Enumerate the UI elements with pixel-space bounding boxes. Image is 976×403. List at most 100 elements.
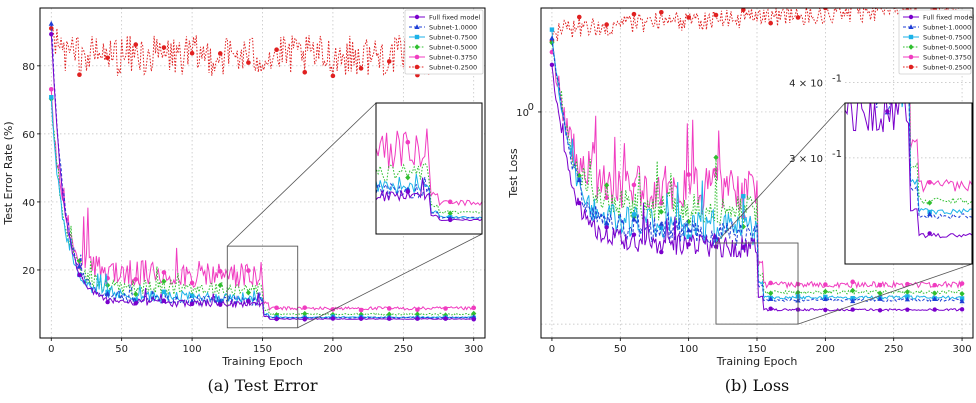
inset-frame: [375, 102, 483, 235]
data-point: [49, 94, 54, 100]
data-point: [217, 298, 223, 303]
legend-entry: Subnet-0.3750: [429, 53, 477, 61]
data-point: [330, 316, 336, 321]
series-line: [50, 34, 474, 320]
legend-marker: [908, 24, 914, 29]
data-point: [959, 298, 965, 304]
data-point: [161, 270, 167, 275]
x-tick-label: 50: [614, 344, 627, 355]
legend-marker: [908, 54, 914, 60]
legend-marker: [908, 64, 914, 70]
data-point: [659, 249, 664, 255]
inset-series-line: [845, 103, 972, 239]
data-point: [850, 307, 855, 312]
data-point: [330, 73, 336, 79]
data-point: [686, 242, 691, 247]
legend: Full fixed model Subnet-1.0000 Subnet-0.75…: [404, 9, 484, 75]
data-point: [549, 62, 555, 68]
legend-marker: [414, 44, 420, 50]
data-point: [713, 12, 719, 18]
x-tick-label: 150: [747, 344, 766, 355]
data-point: [218, 302, 223, 307]
inset-y-tick-label: 4 × 10: [789, 79, 823, 90]
data-point: [189, 301, 195, 307]
inset-data-point: [447, 199, 453, 205]
inset-data-point: [405, 174, 411, 181]
inset-y-tick-exponent: -1: [832, 74, 842, 85]
plot-area: [549, 3, 965, 313]
data-point: [217, 51, 223, 56]
legend-box: [404, 9, 484, 75]
data-point: [48, 87, 54, 92]
y-tick-label: 60: [22, 130, 35, 141]
data-point: [189, 293, 195, 299]
inset-y-tick-label: 3 × 10: [789, 154, 823, 165]
data-point: [302, 310, 308, 317]
x-tick-label: 200: [816, 344, 835, 355]
data-point: [133, 42, 139, 47]
data-point: [850, 279, 855, 285]
x-axis-label: Training Epoch: [716, 355, 798, 368]
x-tick-label: 150: [253, 344, 272, 355]
legend-entry: Subnet-0.2500: [429, 63, 477, 71]
inset-data-point: [885, 48, 890, 53]
data-point: [604, 22, 609, 27]
x-axis-label: Training Epoch: [221, 355, 303, 368]
data-point: [105, 299, 110, 305]
data-point: [443, 306, 448, 311]
data-point: [133, 291, 139, 297]
data-point: [850, 298, 856, 304]
x-tick-label: 0: [48, 344, 54, 355]
data-point: [877, 296, 883, 301]
plot-area: [48, 20, 477, 322]
data-point: [161, 45, 167, 50]
data-point: [659, 200, 664, 206]
data-point: [932, 296, 938, 301]
x-tick-label: 300: [464, 344, 483, 355]
data-point: [631, 182, 637, 188]
data-point: [576, 177, 582, 183]
data-point: [686, 172, 691, 177]
data-point: [77, 272, 82, 278]
inset-data-point: [885, 68, 890, 74]
legend-entry: Subnet-0.5000: [429, 43, 477, 51]
data-point: [850, 295, 855, 301]
data-point: [631, 232, 637, 237]
data-point: [246, 268, 251, 273]
data-point: [959, 307, 965, 312]
data-point: [795, 15, 801, 20]
inset-y-tick-exponent: -1: [832, 149, 842, 160]
legend-entry: Subnet-1.0000: [429, 23, 477, 31]
x-tick-label: 250: [394, 344, 413, 355]
legend-entry: Subnet-0.2500: [923, 63, 971, 71]
legend-marker: [414, 14, 420, 20]
data-point: [905, 294, 910, 299]
data-point: [471, 305, 477, 311]
legend-marker: [414, 54, 420, 60]
data-point: [577, 200, 582, 206]
data-point: [959, 281, 965, 286]
data-point: [768, 290, 774, 297]
data-point: [604, 225, 609, 230]
data-point: [76, 263, 83, 269]
data-point: [850, 287, 856, 294]
inset-data-point: [405, 189, 410, 194]
data-point: [740, 223, 746, 230]
series-line: [50, 89, 475, 312]
data-point: [850, 3, 855, 8]
data-point: [658, 209, 664, 215]
inset-frame: [844, 102, 973, 265]
data-point: [415, 307, 420, 313]
data-point: [741, 194, 746, 199]
inset-data-point: [927, 211, 933, 217]
legend-marker: [908, 44, 914, 50]
data-point: [686, 15, 691, 20]
data-point: [877, 290, 883, 297]
legend-entry: Subnet-0.3750: [923, 53, 971, 61]
data-point: [189, 280, 195, 286]
data-point: [631, 11, 637, 17]
data-point: [302, 69, 308, 75]
data-point: [877, 282, 883, 288]
y-tick-exponent: 0: [528, 102, 534, 113]
legend-entry: Subnet-0.7500: [429, 33, 477, 41]
